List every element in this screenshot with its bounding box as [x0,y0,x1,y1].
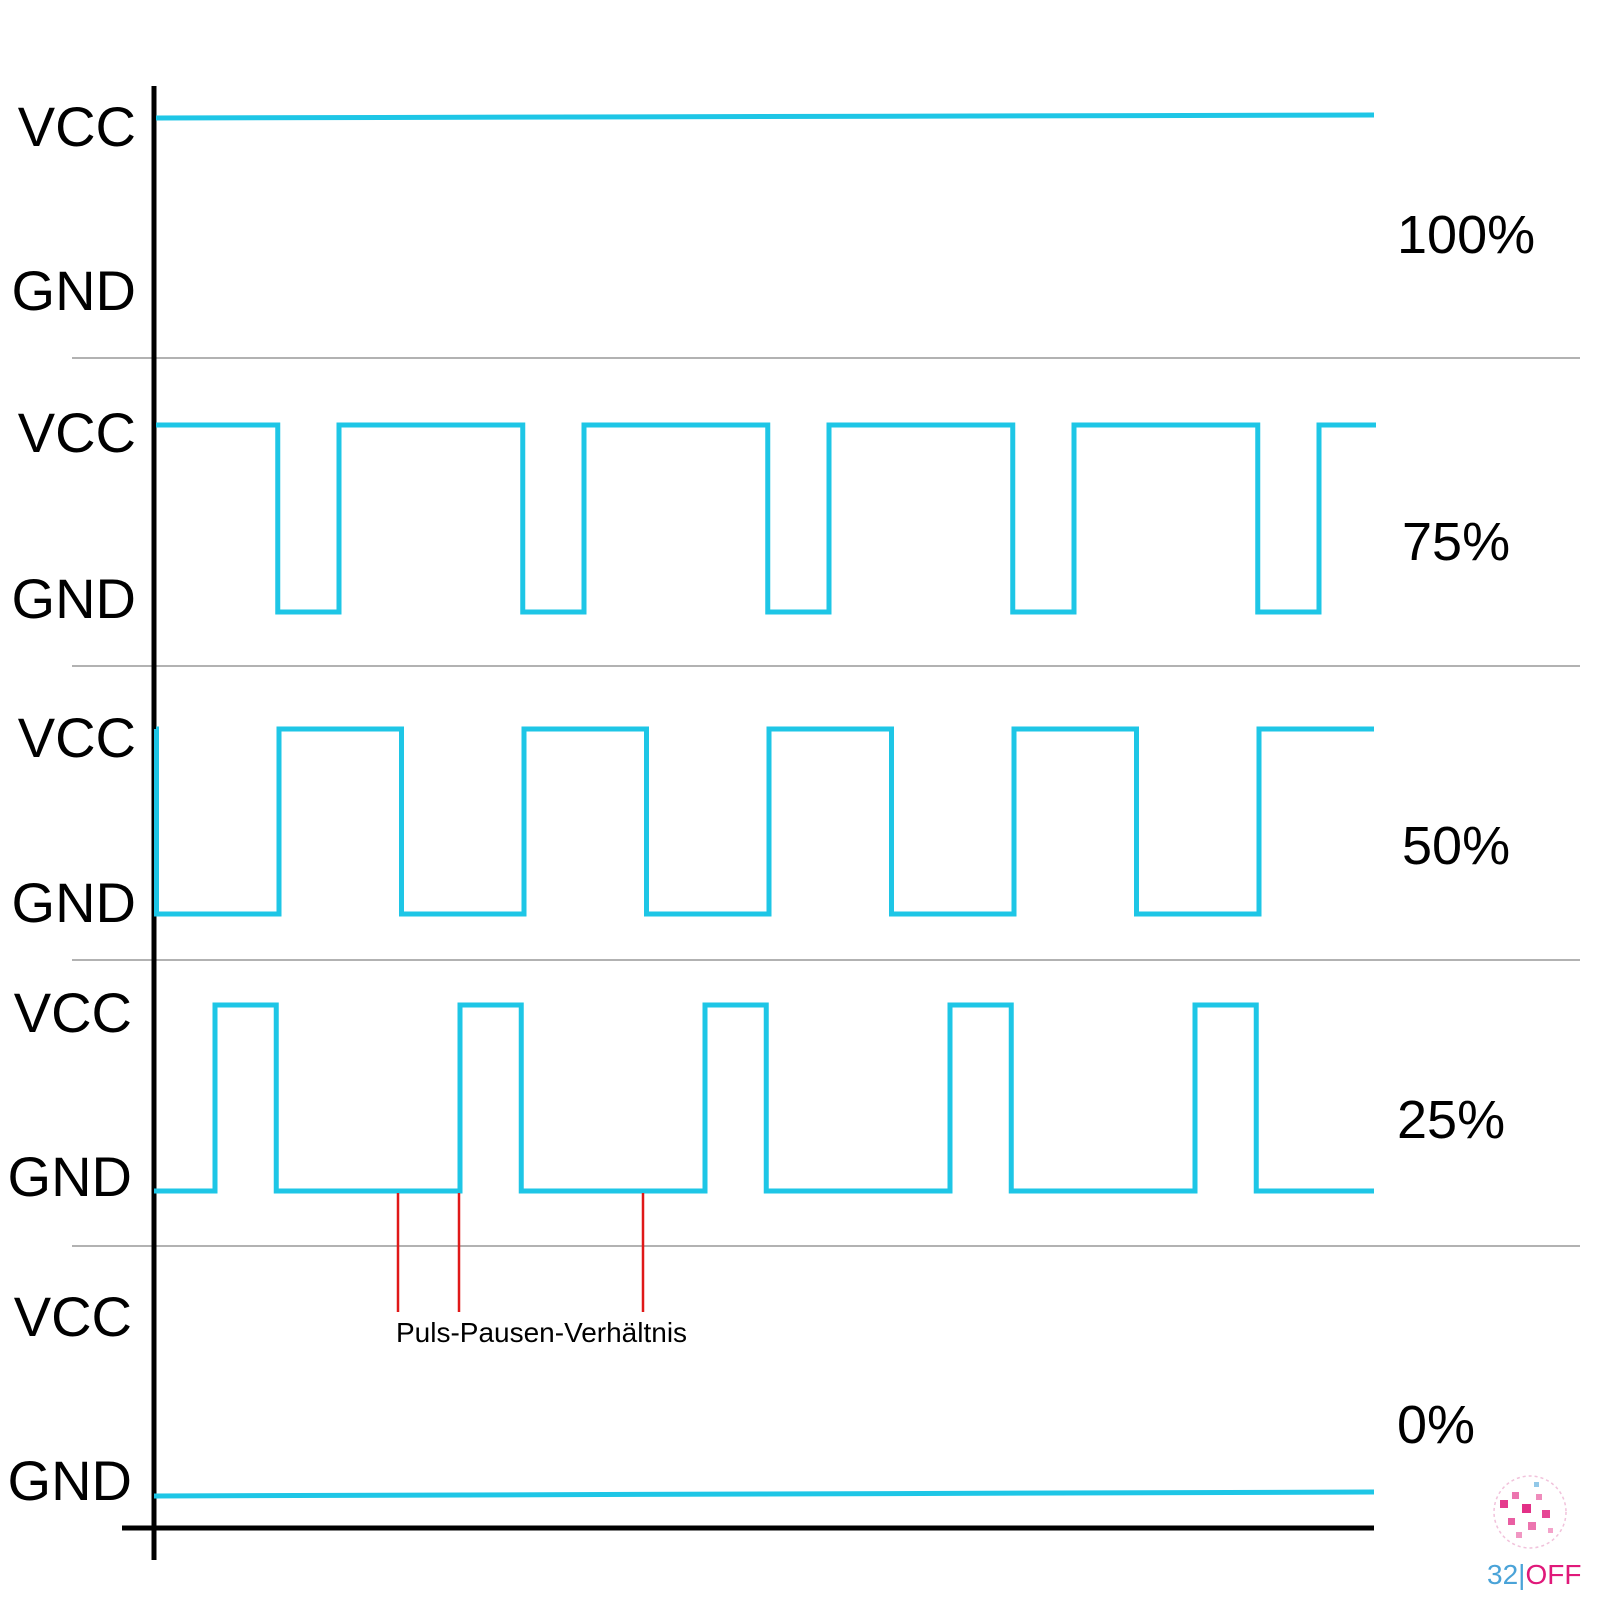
globe-icon [1493,1475,1567,1549]
logo-part2: OFF [1525,1559,1581,1590]
logo-part1: 32 [1487,1559,1518,1590]
duty-label: 75% [1402,512,1510,572]
vcc-label: VCC [14,981,132,1044]
vcc-label: VCC [18,401,136,464]
pwm-signal-50 [154,726,1374,917]
vcc-label: VCC [18,95,136,158]
logo-separator: | [1518,1559,1525,1590]
panel-75: VCC GND 75% [12,401,1511,630]
panel-25: VCC GND 25% [8,981,1506,1208]
vcc-label: VCC [14,1285,132,1348]
pwm-signal-25 [154,1002,1374,1194]
pwm-signal-100 [155,112,1375,121]
duty-label: 50% [1402,816,1510,876]
pulse-pause-annotation: Puls-Pausen-Verhältnis [396,1193,687,1348]
pwm-signal-0 [153,1489,1375,1499]
panel-50: VCC GND 50% [12,706,1511,934]
duty-label: 0% [1397,1395,1475,1455]
gnd-label: GND [12,567,136,630]
panel-100: VCC GND 100% [12,95,1536,322]
duty-label: 100% [1397,205,1535,265]
vcc-label: VCC [18,706,136,769]
gnd-label: GND [12,259,136,322]
annotation-label: Puls-Pausen-Verhältnis [396,1317,687,1348]
duty-label: 25% [1397,1090,1505,1150]
logo-text: 32|OFF [1487,1559,1581,1590]
brand-logo: 32|OFF [1487,1475,1581,1590]
gnd-label: GND [8,1449,132,1512]
panel-0: VCC GND 0% [8,1285,1476,1512]
pwm-signal-75 [156,422,1376,615]
gnd-label: GND [12,871,136,934]
gnd-label: GND [8,1145,132,1208]
